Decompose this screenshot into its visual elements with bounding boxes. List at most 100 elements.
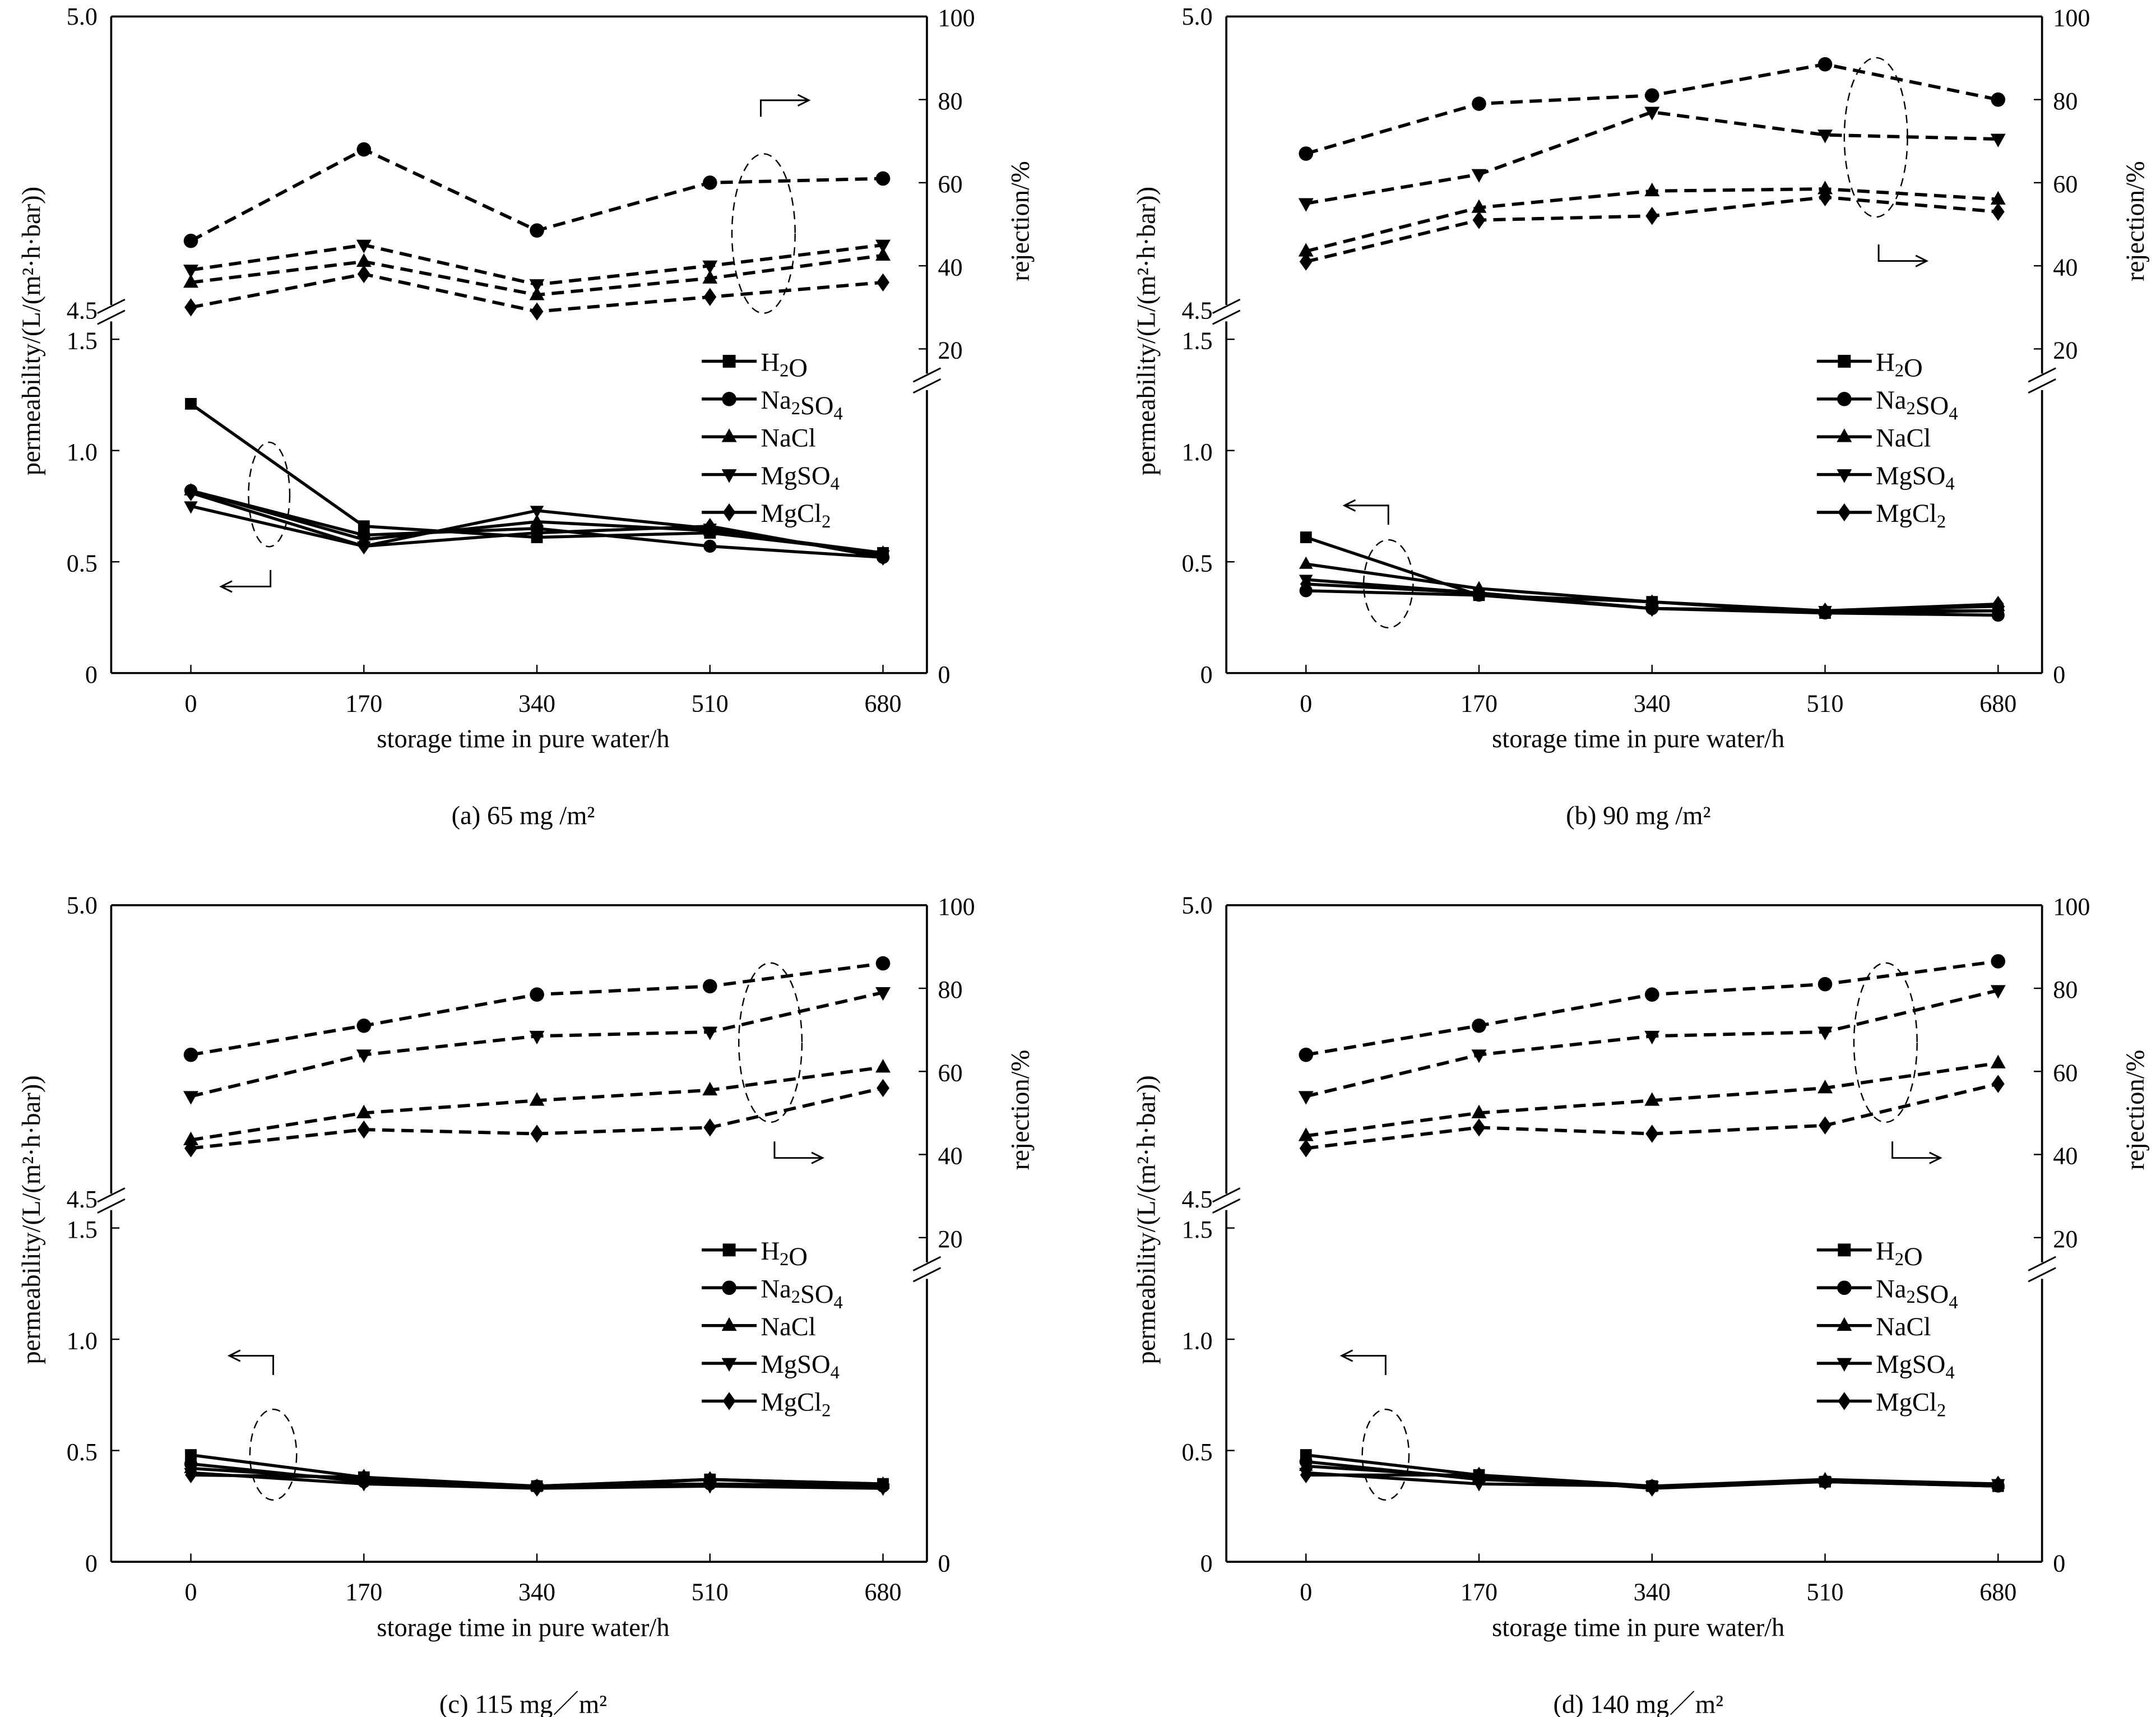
left-axis-break-mark bbox=[1212, 298, 1241, 314]
arrowhead-left-icon bbox=[219, 580, 233, 593]
x-tick-label: 680 bbox=[1979, 1579, 2016, 1606]
y-left-tick-label: 5.0 bbox=[1182, 892, 1213, 919]
arrowhead-right-icon bbox=[1915, 254, 1929, 267]
rejection-series-mgso4 bbox=[1298, 107, 2006, 212]
y-left-tick-label: 1.0 bbox=[1182, 438, 1213, 466]
y-left-tick-label: 1.0 bbox=[1182, 1327, 1213, 1354]
rejection-point-mgcl2 bbox=[1645, 207, 1659, 225]
rejection-point-mgso4 bbox=[1990, 133, 2006, 147]
y-right-tick-label: 0 bbox=[938, 661, 951, 688]
y-left-tick-label: 1.5 bbox=[1182, 327, 1213, 354]
rejection-point-nacl bbox=[1990, 1054, 2006, 1068]
y-left-tick-label: 4.5 bbox=[67, 1186, 98, 1213]
left-axis-break-mark bbox=[97, 1187, 126, 1203]
rejection-point-mgso4 bbox=[702, 1026, 718, 1040]
permeability-point-mgso4 bbox=[1472, 1479, 1486, 1492]
rejection-point-mgso4 bbox=[1990, 985, 2006, 999]
y-left-tick-label: 0.5 bbox=[67, 549, 98, 577]
legend-label: MgCl2 bbox=[761, 499, 831, 532]
x-tick-label: 170 bbox=[1460, 1579, 1497, 1606]
legend-label: MgSO4 bbox=[1876, 1350, 1954, 1383]
rejection-point-mgso4 bbox=[529, 279, 545, 293]
y-right-tick-label: 40 bbox=[2053, 1142, 2078, 1170]
rejection-series-mgcl2 bbox=[1299, 1075, 2005, 1158]
legend-marker bbox=[1837, 469, 1852, 483]
permeability-point-mgcl2 bbox=[704, 1471, 716, 1488]
permeability-group-ellipse bbox=[1362, 539, 1414, 629]
permeability-group-ellipse bbox=[249, 1408, 298, 1501]
rejection-series-mgso4 bbox=[183, 239, 891, 293]
rejection-line bbox=[190, 991, 884, 1098]
panel-d: 0 170 340 510 680 storage time in pure water/… bbox=[1133, 892, 2150, 1717]
rejection-point-nacl bbox=[1298, 1127, 1314, 1141]
legend-marker bbox=[722, 1392, 736, 1410]
rejection-series-na2so4 bbox=[1299, 57, 2006, 161]
rejection-point-mgso4 bbox=[875, 239, 891, 253]
permeability-point-mgso4 bbox=[184, 501, 198, 514]
y-left-tick-label: 4.5 bbox=[1182, 297, 1213, 324]
arrowhead-left-icon bbox=[1342, 499, 1356, 512]
legend-label: MgCl2 bbox=[761, 1389, 831, 1421]
rejection-point-na2so4 bbox=[702, 979, 717, 994]
permeability-point-h2o bbox=[185, 397, 197, 410]
rejection-point-na2so4 bbox=[875, 171, 891, 186]
arrowhead-left-icon bbox=[1339, 1349, 1353, 1362]
y-left-tick-label: 4.5 bbox=[67, 297, 98, 324]
legend-marker bbox=[1837, 1280, 1852, 1295]
x-tick-label: 340 bbox=[518, 689, 555, 717]
legend-label: Na2SO4 bbox=[761, 1275, 842, 1313]
y-left-tick-label: 0.5 bbox=[1182, 1438, 1213, 1466]
panel-caption: (b) 90 mg /m² bbox=[1566, 802, 1710, 830]
rejection-point-mgcl2 bbox=[357, 1120, 370, 1139]
permeability-point-nacl bbox=[1299, 556, 1313, 569]
x-axis-label: storage time in pure water/h bbox=[1492, 725, 1784, 753]
rejection-point-nacl bbox=[1471, 199, 1487, 213]
legend-label: NaCl bbox=[1876, 1313, 1931, 1341]
rejection-point-na2so4 bbox=[1991, 92, 2006, 107]
x-tick-label: 170 bbox=[1460, 689, 1497, 717]
right-axis-break-mark bbox=[912, 1267, 942, 1283]
left-axis-break-mark bbox=[1212, 1198, 1241, 1214]
rejection-series-nacl bbox=[183, 247, 891, 300]
rejection-series-na2so4 bbox=[183, 142, 891, 248]
y-right-tick-label: 80 bbox=[2053, 87, 2078, 115]
left-axis-break-mark bbox=[1212, 309, 1241, 325]
x-tick-label: 510 bbox=[692, 1579, 729, 1606]
right-axis-arrow-icon bbox=[759, 99, 809, 117]
rejection-point-nacl bbox=[356, 253, 372, 267]
legend-marker bbox=[722, 1280, 736, 1295]
panel-b: 0 170 340 510 680 storage time in pure water/… bbox=[1133, 3, 2150, 830]
rejection-point-na2so4 bbox=[702, 175, 717, 190]
y-right-tick-label: 40 bbox=[938, 1142, 963, 1170]
panel-caption: (c) 115 mg／m² bbox=[439, 1691, 607, 1717]
left-axis-break-mark bbox=[97, 1198, 126, 1214]
permeability-point-mgcl2 bbox=[358, 1469, 370, 1485]
legend-marker bbox=[1838, 354, 1851, 368]
x-axis-label: storage time in pure water/h bbox=[377, 1613, 669, 1642]
rejection-point-mgso4 bbox=[1817, 129, 1833, 144]
y-right-axis-label: rejection/% bbox=[1006, 161, 1035, 281]
permeability-point-mgcl2 bbox=[1646, 600, 1658, 617]
legend-marker bbox=[722, 392, 736, 406]
y-right-tick-label: 0 bbox=[2053, 661, 2065, 688]
x-tick-label: 340 bbox=[1634, 689, 1671, 717]
rejection-point-na2so4 bbox=[1299, 1047, 1314, 1062]
panel-a: 0 170 340 510 680 storage time in pure water/… bbox=[17, 3, 1035, 830]
legend-marker bbox=[1838, 503, 1851, 522]
rejection-point-mgso4 bbox=[529, 1030, 545, 1045]
y-left-tick-label: 4.5 bbox=[1182, 1186, 1213, 1213]
rejection-group-ellipse bbox=[738, 962, 803, 1123]
permeability-series-mgcl2 bbox=[185, 1466, 889, 1497]
permeability-point-mgcl2 bbox=[1646, 1480, 1658, 1497]
y-right-tick-label: 60 bbox=[938, 170, 963, 198]
left-axis-arrow-icon bbox=[221, 570, 272, 587]
y-left-tick-label: 1.0 bbox=[67, 438, 98, 466]
y-left-tick-label: 0.5 bbox=[67, 1438, 98, 1466]
permeability-point-mgcl2 bbox=[1300, 1466, 1312, 1483]
y-right-tick-label: 0 bbox=[2053, 1549, 2065, 1577]
x-tick-label: 0 bbox=[185, 1579, 197, 1606]
panel-c: 0 170 340 510 680 storage time in pure water/… bbox=[17, 892, 1035, 1717]
rejection-point-nacl bbox=[356, 1104, 372, 1118]
arrowhead-right-icon bbox=[1929, 1151, 1942, 1164]
